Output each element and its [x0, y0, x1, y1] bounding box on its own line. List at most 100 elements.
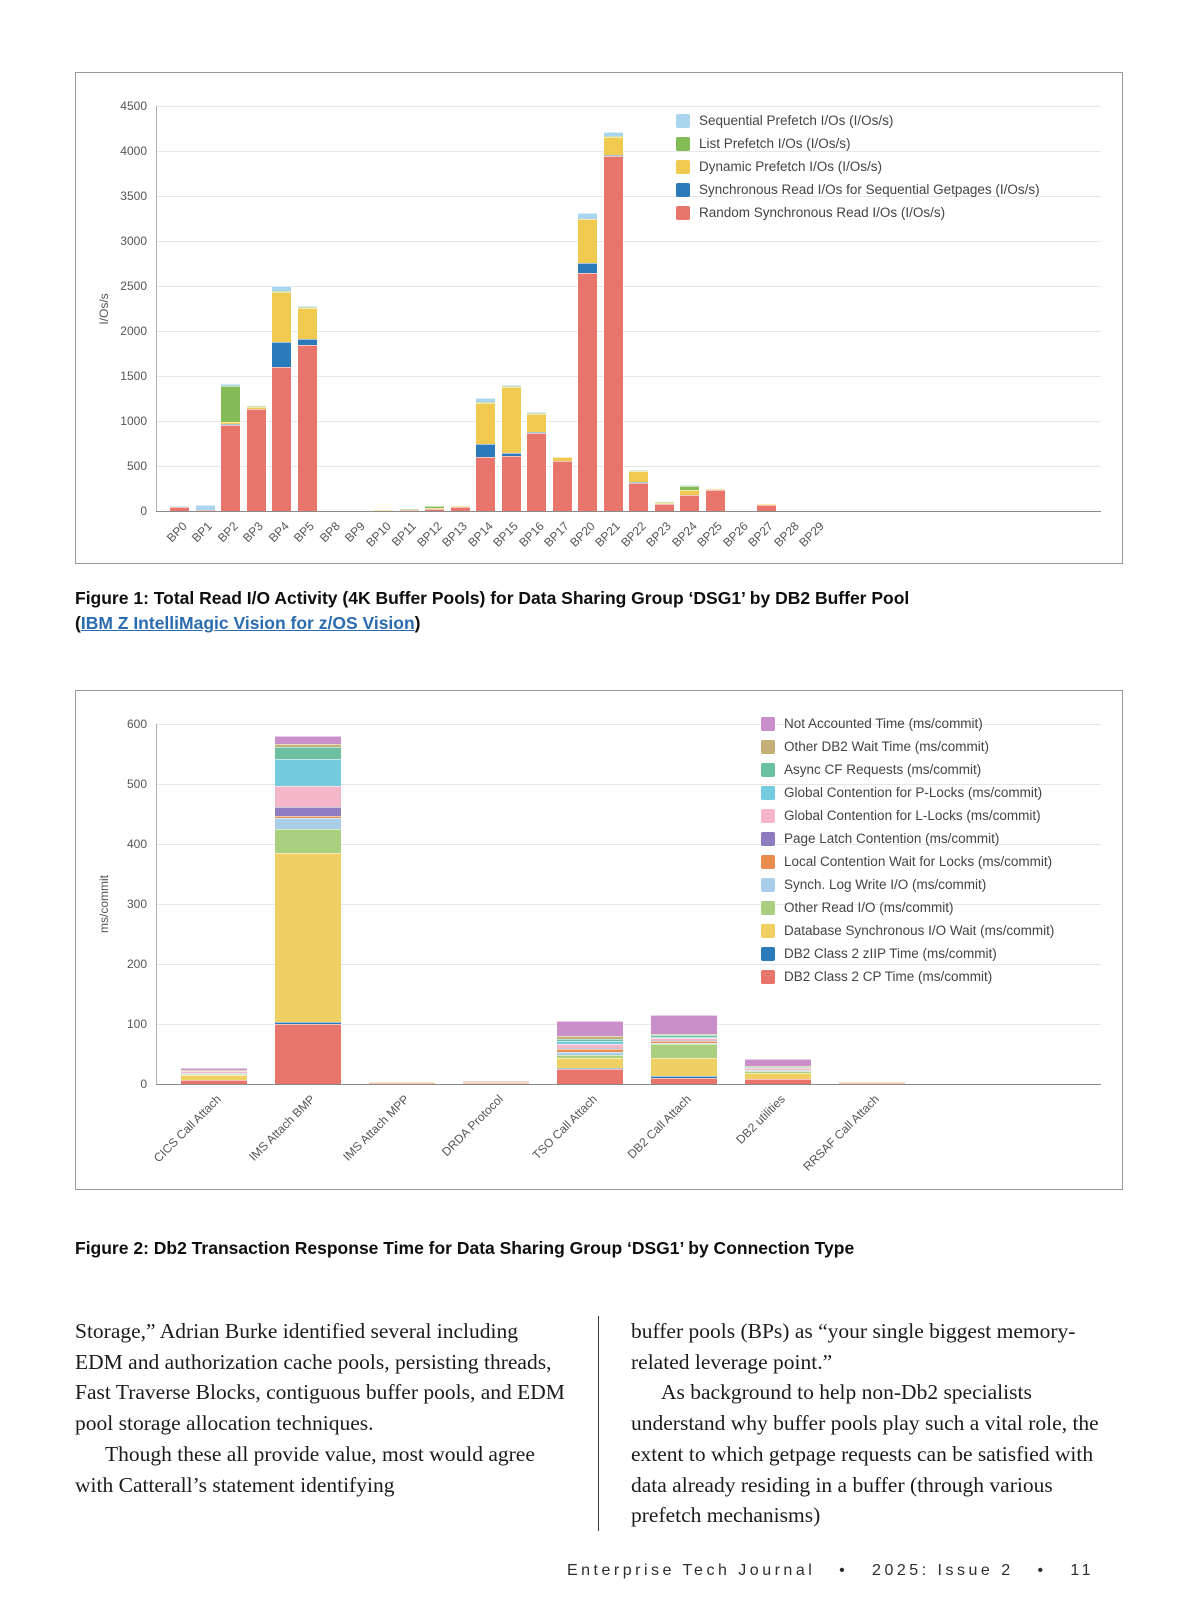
gridline — [156, 511, 1101, 512]
figure1-caption-text: Figure 1: Total Read I/O Activity (4K Bu… — [75, 588, 910, 608]
bar-segment — [425, 509, 444, 511]
legend-swatch — [761, 762, 775, 777]
legend-swatch — [761, 969, 775, 984]
legend-label: Random Synchronous Read I/Os (I/Os/s) — [699, 205, 946, 220]
bar-segment — [651, 1057, 717, 1076]
bar-segment — [181, 1068, 247, 1071]
gridline — [156, 724, 1101, 725]
bar-segment — [476, 403, 495, 444]
gridline — [156, 331, 1101, 332]
bar-segment — [272, 286, 291, 291]
legend-item: Page Latch Contention (ms/commit) — [761, 831, 1054, 846]
bar-segment — [745, 1059, 811, 1066]
gridline — [156, 1084, 1101, 1085]
legend-label: Dynamic Prefetch I/Os (I/Os/s) — [699, 159, 883, 174]
bar-segment — [275, 758, 341, 786]
figure2-legend: Not Accounted Time (ms/commit) Other DB2 … — [761, 716, 1054, 992]
bar-segment — [501, 453, 521, 457]
bar-segment — [839, 1082, 905, 1084]
bar-segment — [557, 1036, 623, 1039]
bar-segment — [557, 1051, 623, 1055]
legend-swatch — [676, 113, 690, 128]
bar-segment — [745, 1070, 811, 1073]
x-tick-label: CICS Call Attach — [150, 1092, 224, 1166]
bar-segment — [651, 1042, 717, 1045]
bar-segment — [651, 1075, 717, 1078]
legend-label: Synchronous Read I/Os for Sequential Get… — [699, 182, 1040, 197]
bar-segment — [557, 1044, 623, 1048]
bar-segment — [756, 503, 776, 505]
bar-segment — [705, 489, 725, 491]
legend-label: Global Contention for L-Locks (ms/commit… — [784, 808, 1041, 823]
bar-segment — [578, 272, 597, 511]
bar-segment — [170, 506, 189, 511]
bar-segment — [275, 806, 341, 816]
body-column-left: Storage,” Adrian Burke identified severa… — [75, 1316, 599, 1532]
bar-segment — [745, 1072, 811, 1079]
bar-segment — [181, 1079, 247, 1084]
bar-segment — [297, 344, 317, 511]
body-paragraph: Though these all provide value, most wou… — [75, 1441, 535, 1497]
bar-segment — [374, 509, 393, 511]
body-column-right: buffer pools (BPs) as “your single bigge… — [599, 1316, 1123, 1531]
y-tick-label: 4000 — [120, 144, 147, 158]
bar-segment — [557, 1039, 623, 1041]
bar-segment — [680, 490, 699, 495]
bar-segment — [745, 1066, 811, 1068]
legend-swatch — [761, 785, 775, 800]
bar-segment — [680, 485, 699, 491]
figure1-caption-link[interactable]: IBM Z IntelliMagic Vision for z/OS Visio… — [80, 612, 415, 633]
bar-segment — [463, 1081, 529, 1083]
legend-swatch — [761, 739, 775, 754]
legend-label: DB2 Class 2 CP Time (ms/commit) — [784, 969, 993, 984]
bar-segment — [654, 502, 674, 504]
legend-item: Local Contention Wait for Locks (ms/comm… — [761, 854, 1054, 869]
bar-segment — [557, 1040, 623, 1045]
bar-segment — [557, 1048, 623, 1050]
bar-segment — [272, 367, 291, 511]
bar-segment — [651, 1036, 717, 1039]
bar-segment — [501, 385, 521, 387]
body-paragraph: buffer pools (BPs) as “your single bigge… — [631, 1319, 1076, 1374]
bar-segment — [745, 1068, 811, 1070]
bar-segment — [603, 136, 623, 155]
bar-segment — [578, 262, 597, 273]
legend-item: Random Synchronous Read I/Os (I/Os/s) — [676, 205, 1040, 220]
bar-segment — [651, 1044, 717, 1058]
bar-segment — [195, 504, 215, 510]
bar-segment — [272, 341, 291, 367]
body-paragraph: As background to help non-Db2 specialist… — [631, 1380, 1099, 1528]
bar-segment — [297, 307, 317, 340]
legend-swatch — [761, 923, 775, 938]
bar-segment — [221, 384, 240, 386]
legend-label: Not Accounted Time (ms/commit) — [784, 716, 983, 731]
legend-item: Synchronous Read I/Os for Sequential Get… — [676, 182, 1040, 197]
bar-segment — [603, 135, 623, 137]
bar-segment — [181, 1072, 247, 1074]
legend-label: List Prefetch I/Os (I/Os/s) — [699, 136, 851, 151]
y-tick-label: 2500 — [120, 279, 147, 293]
bar-segment — [221, 421, 240, 424]
bar-segment — [603, 132, 623, 136]
bar-segment — [603, 155, 623, 511]
x-tick-label: DRDA Protocol — [438, 1092, 506, 1159]
legend-swatch — [761, 716, 775, 731]
bar-segment — [275, 818, 341, 829]
bar-segment — [275, 1022, 341, 1024]
y-tick-label: 2000 — [120, 324, 147, 338]
figure1-caption-paren-close: ) — [414, 612, 421, 633]
figure2-plot-area: 0 100 200 300 400 500 600 CICS Call Attach IMS A… — [127, 717, 1101, 1174]
bar-segment — [501, 456, 521, 511]
bar-segment — [425, 508, 444, 510]
bar-segment — [552, 457, 572, 461]
bar-segment — [756, 504, 776, 511]
x-tick-label: IMS Attach MPP — [340, 1092, 412, 1164]
gridline — [156, 844, 1101, 845]
bar-segment — [275, 829, 341, 853]
bar-segment — [629, 469, 648, 471]
bar-segment — [275, 785, 341, 807]
bar-segment — [651, 1041, 717, 1043]
bar-segment — [181, 1070, 247, 1072]
bar-segment — [272, 292, 291, 342]
legend-item: Sequential Prefetch I/Os (I/Os/s) — [676, 113, 1040, 128]
